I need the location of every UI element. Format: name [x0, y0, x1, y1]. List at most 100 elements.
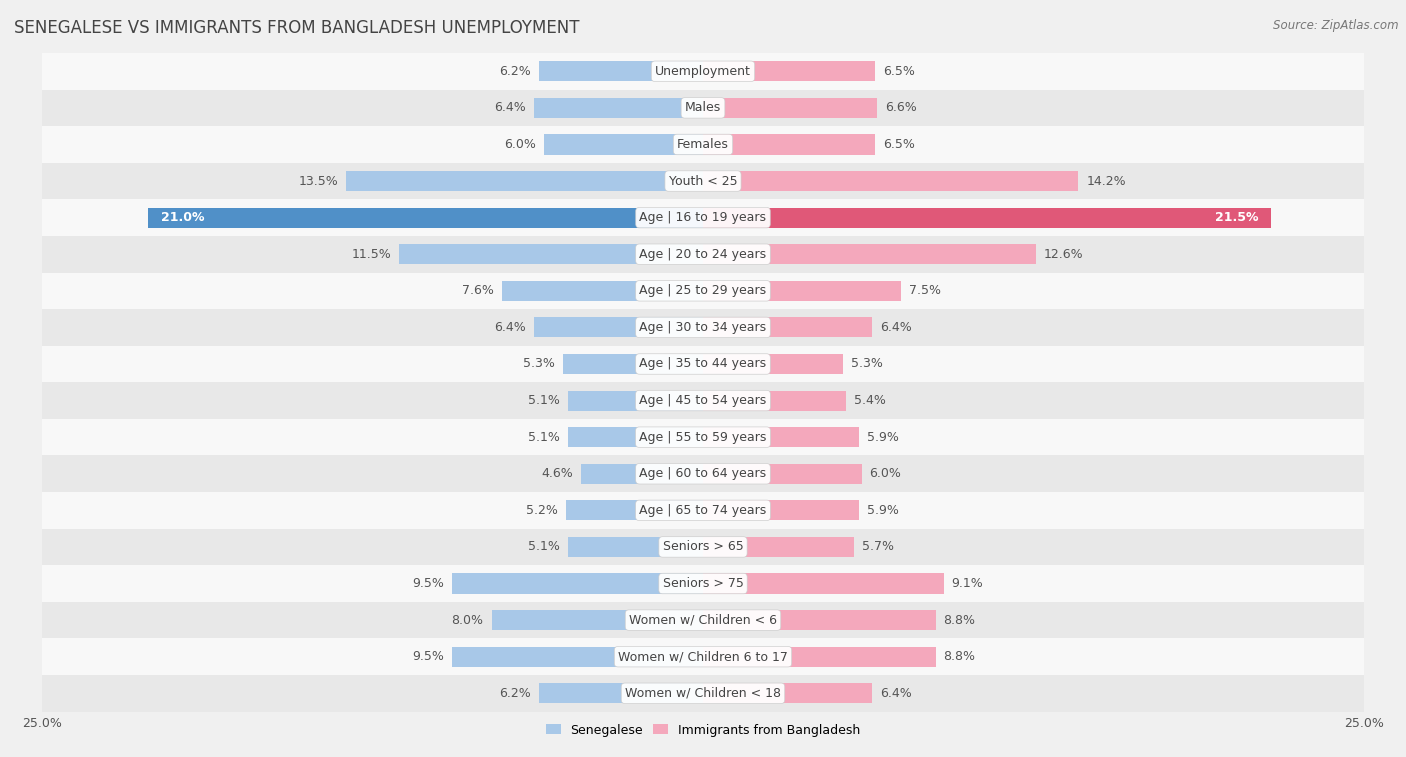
Text: 21.5%: 21.5%	[1215, 211, 1258, 224]
Bar	[451, 646, 703, 667]
Bar	[15, 492, 1391, 528]
Text: Age | 25 to 29 years: Age | 25 to 29 years	[640, 285, 766, 298]
Text: Age | 60 to 64 years: Age | 60 to 64 years	[640, 467, 766, 480]
Text: 6.2%: 6.2%	[499, 687, 531, 699]
Text: 21.0%: 21.0%	[162, 211, 205, 224]
Bar	[703, 98, 877, 118]
Text: 8.8%: 8.8%	[943, 650, 976, 663]
Text: 9.1%: 9.1%	[952, 577, 983, 590]
Bar	[451, 574, 703, 593]
Bar	[703, 500, 859, 520]
Bar	[538, 684, 703, 703]
Bar	[703, 537, 853, 557]
Legend: Senegalese, Immigrants from Bangladesh: Senegalese, Immigrants from Bangladesh	[540, 718, 866, 742]
Text: Age | 65 to 74 years: Age | 65 to 74 years	[640, 504, 766, 517]
Bar	[15, 638, 1391, 675]
Bar	[703, 207, 1271, 228]
Bar	[703, 245, 1036, 264]
Bar	[703, 391, 846, 410]
Text: Age | 55 to 59 years: Age | 55 to 59 years	[640, 431, 766, 444]
Bar	[703, 464, 862, 484]
Bar	[562, 354, 703, 374]
Text: 5.9%: 5.9%	[868, 431, 898, 444]
Bar	[148, 207, 703, 228]
Bar	[502, 281, 703, 301]
Bar	[565, 500, 703, 520]
Text: Age | 45 to 54 years: Age | 45 to 54 years	[640, 394, 766, 407]
Text: 6.4%: 6.4%	[880, 687, 912, 699]
Bar	[568, 537, 703, 557]
Text: 11.5%: 11.5%	[352, 248, 391, 260]
Bar	[15, 528, 1391, 565]
Bar	[15, 346, 1391, 382]
Bar	[15, 163, 1391, 199]
Text: 6.5%: 6.5%	[883, 65, 915, 78]
Text: Women w/ Children < 6: Women w/ Children < 6	[628, 614, 778, 627]
Text: 6.4%: 6.4%	[494, 101, 526, 114]
Text: 9.5%: 9.5%	[412, 650, 444, 663]
Bar	[15, 126, 1391, 163]
Bar	[15, 273, 1391, 309]
Bar	[15, 309, 1391, 346]
Text: 14.2%: 14.2%	[1087, 175, 1126, 188]
Text: Seniors > 65: Seniors > 65	[662, 540, 744, 553]
Text: 5.3%: 5.3%	[851, 357, 883, 370]
Text: 5.1%: 5.1%	[529, 431, 560, 444]
Text: 5.7%: 5.7%	[862, 540, 894, 553]
Bar	[15, 565, 1391, 602]
Text: Age | 30 to 34 years: Age | 30 to 34 years	[640, 321, 766, 334]
Bar	[703, 574, 943, 593]
Bar	[703, 427, 859, 447]
Text: Age | 35 to 44 years: Age | 35 to 44 years	[640, 357, 766, 370]
Bar	[582, 464, 703, 484]
Bar	[534, 317, 703, 338]
Text: 4.6%: 4.6%	[541, 467, 574, 480]
Bar	[15, 236, 1391, 273]
Bar	[703, 135, 875, 154]
Text: 6.4%: 6.4%	[494, 321, 526, 334]
Text: Unemployment: Unemployment	[655, 65, 751, 78]
Text: Males: Males	[685, 101, 721, 114]
Text: 12.6%: 12.6%	[1045, 248, 1084, 260]
Bar	[703, 281, 901, 301]
Bar	[538, 61, 703, 81]
Text: Women w/ Children < 18: Women w/ Children < 18	[626, 687, 780, 699]
Bar	[703, 61, 875, 81]
Bar	[534, 98, 703, 118]
Text: 7.6%: 7.6%	[463, 285, 494, 298]
Bar	[703, 354, 844, 374]
Text: 6.4%: 6.4%	[880, 321, 912, 334]
Text: 5.2%: 5.2%	[526, 504, 558, 517]
Bar	[568, 427, 703, 447]
Text: Source: ZipAtlas.com: Source: ZipAtlas.com	[1274, 19, 1399, 32]
Text: Age | 16 to 19 years: Age | 16 to 19 years	[640, 211, 766, 224]
Text: Age | 20 to 24 years: Age | 20 to 24 years	[640, 248, 766, 260]
Bar	[703, 646, 935, 667]
Text: 6.0%: 6.0%	[505, 138, 537, 151]
Text: 8.8%: 8.8%	[943, 614, 976, 627]
Bar	[568, 391, 703, 410]
Text: 6.6%: 6.6%	[886, 101, 917, 114]
Text: Youth < 25: Youth < 25	[669, 175, 737, 188]
Bar	[15, 675, 1391, 712]
Bar	[703, 684, 872, 703]
Text: Females: Females	[678, 138, 728, 151]
Text: SENEGALESE VS IMMIGRANTS FROM BANGLADESH UNEMPLOYMENT: SENEGALESE VS IMMIGRANTS FROM BANGLADESH…	[14, 19, 579, 37]
Text: Seniors > 75: Seniors > 75	[662, 577, 744, 590]
Bar	[15, 89, 1391, 126]
Bar	[15, 382, 1391, 419]
Text: 5.9%: 5.9%	[868, 504, 898, 517]
Text: 6.5%: 6.5%	[883, 138, 915, 151]
Text: 13.5%: 13.5%	[298, 175, 339, 188]
Bar	[15, 456, 1391, 492]
Bar	[15, 602, 1391, 638]
Bar	[492, 610, 703, 630]
Text: Women w/ Children 6 to 17: Women w/ Children 6 to 17	[619, 650, 787, 663]
Bar	[703, 317, 872, 338]
Text: 5.4%: 5.4%	[853, 394, 886, 407]
Bar	[346, 171, 703, 191]
Text: 6.0%: 6.0%	[869, 467, 901, 480]
Text: 5.1%: 5.1%	[529, 394, 560, 407]
Bar	[15, 419, 1391, 456]
Text: 5.1%: 5.1%	[529, 540, 560, 553]
